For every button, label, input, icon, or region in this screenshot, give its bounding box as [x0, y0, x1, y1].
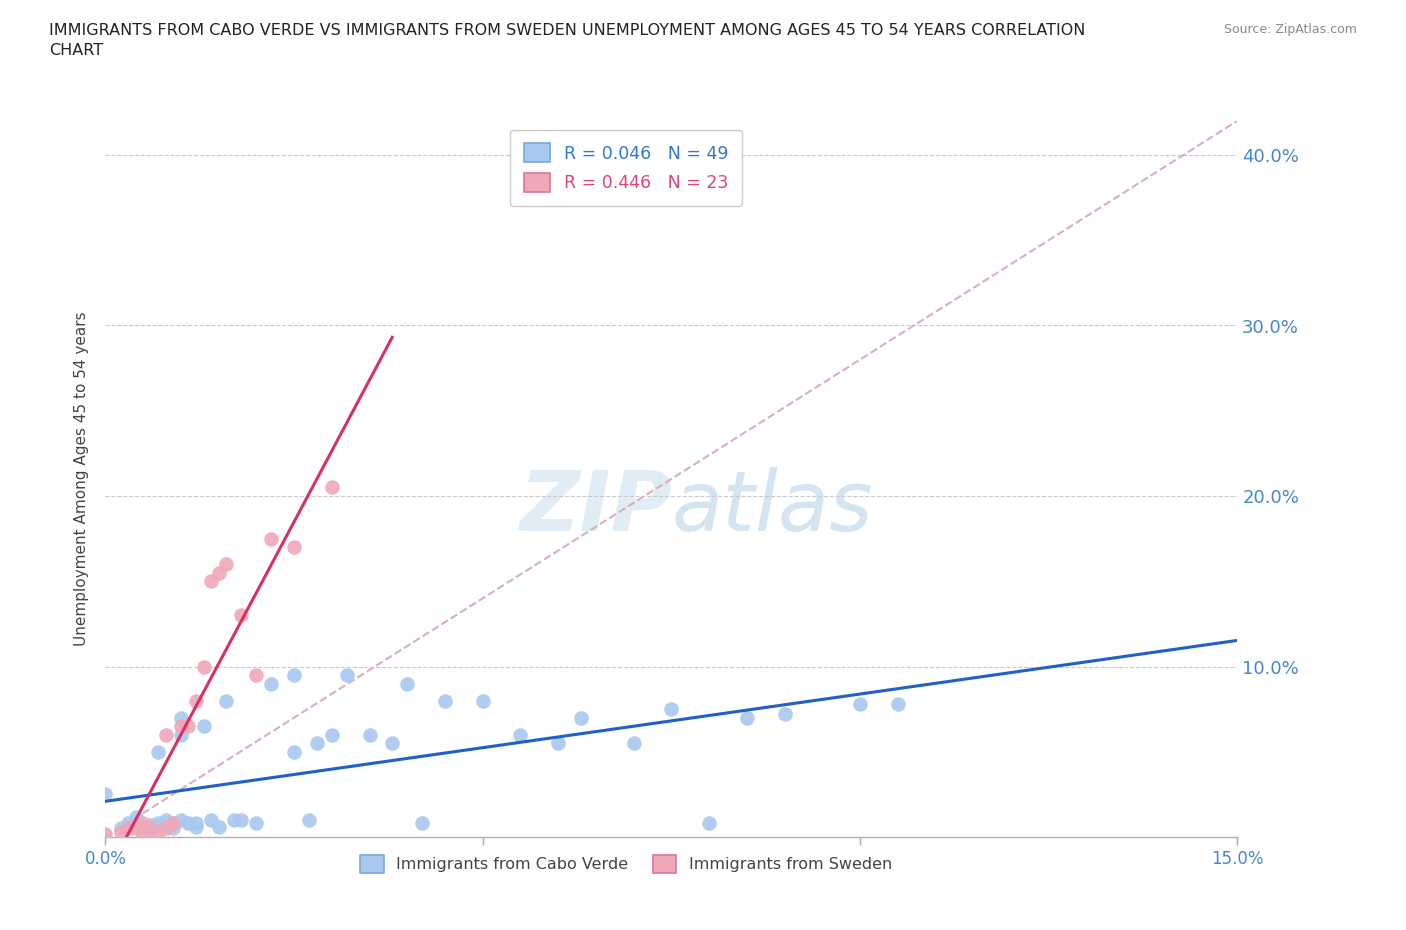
Point [887, 697, 910, 711]
Point [321, 727, 343, 742]
Point [509, 727, 531, 742]
Point [132, 816, 155, 830]
Point [283, 539, 305, 554]
Text: ZIP: ZIP [519, 467, 672, 548]
Point [336, 668, 359, 683]
Point [411, 816, 433, 830]
Point [359, 727, 381, 742]
Point [773, 707, 796, 722]
Point [623, 736, 645, 751]
Point [231, 608, 253, 623]
Point [193, 719, 215, 734]
Point [94, 826, 117, 841]
Point [162, 821, 184, 836]
Point [184, 816, 207, 830]
Point [260, 531, 283, 546]
Point [162, 816, 184, 830]
Point [200, 574, 222, 589]
Point [193, 659, 215, 674]
Point [547, 736, 569, 751]
Point [177, 816, 200, 830]
Point [162, 816, 184, 830]
Point [155, 727, 177, 742]
Point [283, 668, 305, 683]
Point [110, 821, 132, 836]
Point [396, 676, 419, 691]
Point [124, 821, 146, 836]
Text: atlas: atlas [672, 467, 873, 548]
Point [215, 693, 238, 708]
Point [200, 813, 222, 828]
Point [94, 787, 117, 802]
Point [148, 744, 170, 759]
Point [471, 693, 494, 708]
Point [177, 719, 200, 734]
Point [849, 697, 872, 711]
Point [735, 711, 758, 725]
Point [170, 813, 193, 828]
Point [117, 821, 139, 836]
Point [170, 711, 193, 725]
Point [321, 480, 343, 495]
Legend: Immigrants from Cabo Verde, Immigrants from Sweden: Immigrants from Cabo Verde, Immigrants f… [353, 849, 898, 879]
Point [139, 821, 162, 836]
Point [661, 702, 683, 717]
Point [283, 744, 305, 759]
Point [381, 736, 404, 751]
Point [148, 825, 170, 840]
Point [139, 823, 162, 838]
Point [697, 816, 720, 830]
Point [215, 557, 238, 572]
Text: Source: ZipAtlas.com: Source: ZipAtlas.com [1223, 23, 1357, 36]
Point [155, 819, 177, 834]
Point [155, 813, 177, 828]
Point [155, 821, 177, 836]
Point [110, 825, 132, 840]
Point [245, 668, 267, 683]
Point [433, 693, 456, 708]
Point [260, 676, 283, 691]
Point [184, 693, 207, 708]
Point [569, 711, 592, 725]
Point [132, 826, 155, 841]
Text: IMMIGRANTS FROM CABO VERDE VS IMMIGRANTS FROM SWEDEN UNEMPLOYMENT AMONG AGES 45 : IMMIGRANTS FROM CABO VERDE VS IMMIGRANTS… [49, 23, 1085, 58]
Point [124, 809, 146, 824]
Point [148, 816, 170, 830]
Point [170, 727, 193, 742]
Y-axis label: Unemployment Among Ages 45 to 54 years: Unemployment Among Ages 45 to 54 years [75, 312, 90, 646]
Point [208, 565, 231, 580]
Point [117, 816, 139, 830]
Point [231, 813, 253, 828]
Point [170, 719, 193, 734]
Point [208, 819, 231, 834]
Point [245, 816, 267, 830]
Point [298, 813, 321, 828]
Point [222, 813, 245, 828]
Point [305, 736, 328, 751]
Point [139, 817, 162, 832]
Point [184, 819, 207, 834]
Point [132, 821, 155, 836]
